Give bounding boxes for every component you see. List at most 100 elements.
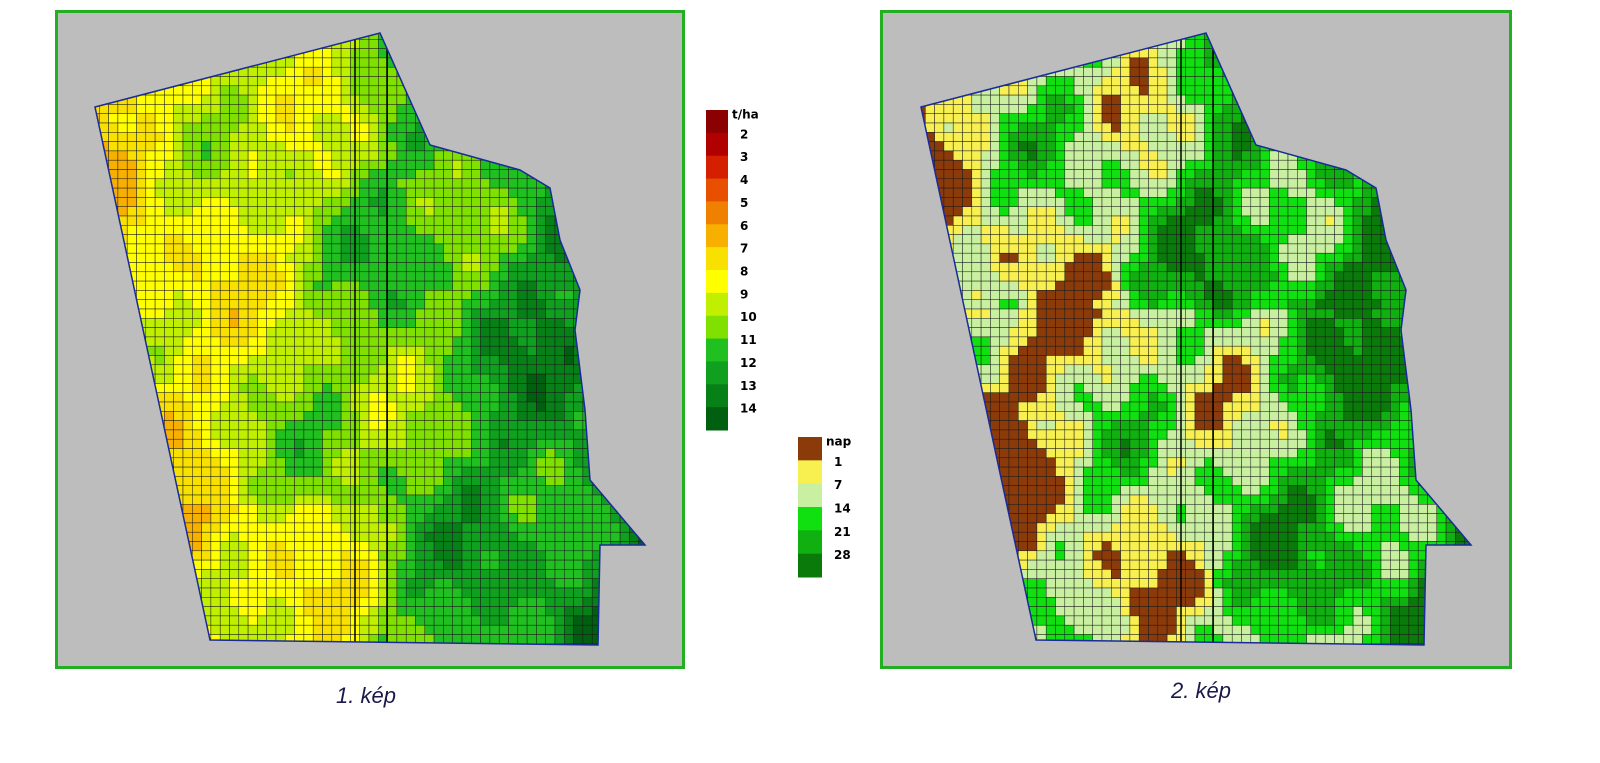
map-cell — [201, 327, 212, 338]
map-cell — [508, 383, 519, 393]
map-cell — [368, 383, 379, 393]
map-cell — [934, 113, 945, 124]
map-cell — [331, 606, 342, 617]
map-cell — [498, 345, 509, 356]
map-cell — [971, 113, 982, 124]
map-cell — [312, 104, 323, 114]
map-cell — [219, 541, 230, 552]
map-cell — [201, 559, 212, 570]
map-cell — [266, 187, 277, 198]
map-cell — [498, 606, 509, 617]
map-cell — [368, 355, 379, 366]
map-cell — [415, 448, 426, 459]
map-cell — [257, 336, 267, 347]
map-cell — [331, 85, 342, 96]
map-cell — [145, 308, 156, 319]
map-cell — [471, 485, 481, 496]
map-cell — [210, 615, 221, 626]
map-cell — [573, 541, 584, 552]
map-cell — [303, 597, 314, 607]
map-cell — [564, 318, 574, 328]
map-cell — [471, 550, 481, 561]
map-cell — [461, 290, 472, 300]
map-cell — [219, 243, 230, 254]
map-cell — [480, 587, 491, 598]
map-cell — [210, 624, 221, 635]
map-cell — [285, 66, 295, 77]
map-cell — [415, 392, 426, 403]
map-cell — [480, 578, 491, 589]
map-cell — [312, 522, 323, 533]
map-cell — [173, 429, 184, 440]
map-cell — [526, 262, 537, 273]
map-cell — [1027, 132, 1038, 142]
map-cell — [517, 522, 528, 533]
map-cell — [1008, 94, 1019, 105]
map-cell — [294, 355, 305, 366]
map-cell — [192, 373, 202, 384]
map-cell — [573, 587, 584, 598]
map-cell — [266, 206, 277, 217]
map-cell — [554, 513, 565, 524]
map-cell — [526, 476, 537, 486]
map-cell — [238, 522, 249, 533]
map-cell — [545, 624, 556, 635]
map-cell — [219, 606, 230, 617]
map-cell — [322, 215, 333, 226]
map-cell — [564, 271, 574, 282]
map-cell — [257, 476, 267, 486]
map-cell — [266, 373, 277, 384]
map-cell — [294, 141, 305, 152]
map-cell — [210, 522, 221, 533]
map-cell — [322, 494, 333, 505]
map-cell — [1092, 159, 1103, 170]
map-cell — [201, 438, 212, 449]
map-cell — [359, 401, 370, 412]
map-cell — [396, 383, 407, 393]
map-cell — [1036, 122, 1047, 133]
map-cell — [424, 299, 435, 310]
map-cell — [489, 373, 500, 384]
map-cell — [322, 559, 333, 570]
map-cell — [331, 215, 342, 226]
map-cell — [303, 178, 314, 189]
map-cell — [526, 206, 537, 217]
map-cell — [238, 597, 249, 607]
map-cell — [164, 280, 174, 291]
map-cell — [257, 541, 267, 552]
map-cell — [489, 169, 500, 180]
map-cell — [573, 411, 584, 421]
map-cell — [331, 448, 342, 459]
map-cell — [554, 504, 565, 514]
map-cell — [192, 187, 202, 198]
map-cell — [192, 234, 202, 245]
map-cell — [285, 494, 295, 505]
map-cell — [210, 485, 221, 496]
map-cell — [257, 66, 267, 77]
map-cell — [1231, 132, 1242, 142]
map-cell — [331, 57, 342, 68]
map-cell — [545, 355, 556, 366]
map-cell — [303, 122, 314, 133]
map-cell — [952, 113, 963, 124]
map-cell — [210, 94, 221, 105]
map-cell — [471, 476, 481, 486]
map-cell — [489, 215, 500, 226]
map-cell — [275, 113, 286, 124]
map-cell — [498, 178, 509, 189]
map-cell — [433, 513, 444, 524]
map-cell — [971, 122, 982, 133]
map-cell — [303, 364, 314, 375]
map-cell — [303, 438, 314, 449]
map-cell — [275, 569, 286, 579]
map-cell — [266, 448, 277, 459]
map-cell — [303, 373, 314, 384]
map-cell — [219, 411, 230, 421]
map-cell — [359, 597, 370, 607]
map-cell — [359, 104, 370, 114]
map-cell — [331, 513, 342, 524]
map-cell — [433, 448, 444, 459]
map-cell — [275, 187, 286, 198]
map-cell — [1055, 76, 1066, 87]
map-cell — [489, 262, 500, 273]
